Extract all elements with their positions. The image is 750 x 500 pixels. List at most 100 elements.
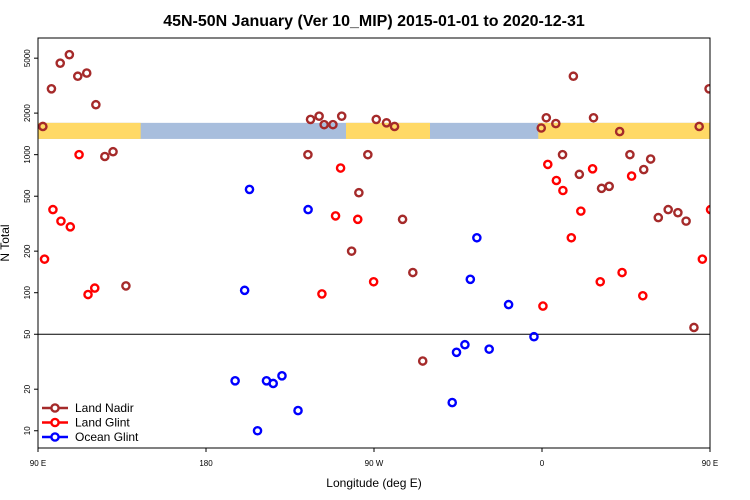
land-nadir-point-31 bbox=[588, 112, 599, 123]
land-nadir-point-22 bbox=[397, 214, 408, 225]
ocean-glint-point-13 bbox=[472, 232, 482, 243]
land-glint-point-4 bbox=[74, 149, 84, 160]
land-glint-point-1 bbox=[48, 204, 58, 215]
y-tick-label-3: 100 bbox=[23, 285, 32, 299]
land-nadir-point-0 bbox=[38, 121, 48, 132]
ocean-glint-point-2 bbox=[244, 184, 255, 195]
land-nadir-point-38 bbox=[653, 212, 664, 223]
y-tick-label-1: 20 bbox=[23, 384, 32, 393]
land-nadir-point-25 bbox=[536, 123, 547, 133]
land-nadir-point-32 bbox=[596, 183, 607, 194]
land-nadir-point-47 bbox=[730, 73, 737, 80]
land-nadir-point-30 bbox=[574, 169, 585, 180]
land-nadir-point-45 bbox=[713, 60, 720, 67]
land-glint-point-14 bbox=[551, 175, 562, 186]
ocean-glint-point-0 bbox=[230, 376, 240, 386]
land-glint-point-16 bbox=[566, 232, 577, 243]
land-nadir-point-4 bbox=[72, 71, 83, 82]
land-nadir-point-13 bbox=[319, 119, 329, 130]
land-glint-point-5 bbox=[83, 289, 93, 300]
land-nadir-point-29 bbox=[568, 71, 579, 82]
land-glint-point-27 bbox=[733, 151, 740, 158]
land-nadir-point-35 bbox=[625, 149, 635, 160]
legend-label-ocean-glint: Ocean Glint bbox=[75, 430, 139, 444]
y-tick-label-5: 500 bbox=[23, 189, 32, 203]
y-tick-label-2: 50 bbox=[23, 329, 32, 338]
land-glint-point-24 bbox=[705, 204, 710, 215]
land-nadir-point-21 bbox=[389, 121, 400, 132]
ocean-glint-point-1 bbox=[239, 285, 250, 296]
land-nadir-point-34 bbox=[614, 126, 625, 137]
ocean-glint-point-6 bbox=[277, 371, 287, 381]
land-nadir-point-42 bbox=[689, 322, 699, 333]
legend-marker-land-nadir bbox=[50, 403, 60, 413]
ocean-glint-point-12 bbox=[465, 274, 476, 285]
land-nadir-point-17 bbox=[354, 187, 364, 198]
ocean-glint-point-5 bbox=[268, 378, 279, 389]
land-glint-point-9 bbox=[335, 163, 346, 173]
land-band-segment-2 bbox=[538, 122, 710, 139]
land-nadir-point-27 bbox=[551, 118, 561, 129]
land-band-segment-1 bbox=[346, 122, 430, 139]
land-glint-point-28 bbox=[742, 291, 749, 298]
data-points bbox=[38, 49, 749, 436]
land-glint-point-17 bbox=[576, 206, 586, 216]
land-glint-point-22 bbox=[638, 290, 648, 301]
land-nadir-point-11 bbox=[305, 114, 316, 125]
y-tick-label-7: 2000 bbox=[23, 104, 32, 122]
land-nadir-point-43 bbox=[694, 121, 704, 132]
land-nadir-point-28 bbox=[557, 149, 568, 160]
ocean-glint-point-8 bbox=[303, 204, 313, 215]
land-glint-point-0 bbox=[39, 254, 50, 264]
land-nadir-point-15 bbox=[336, 111, 347, 121]
y-axis-ticks: 10 20 50 100 200 500 1000 2000 5000 bbox=[23, 49, 38, 435]
x-tick-label-0: 90 E bbox=[30, 459, 46, 468]
land-glint-point-12 bbox=[538, 301, 548, 311]
land-nadir-point-46 bbox=[722, 51, 729, 58]
x-axis-ticks: 90 E 180 90 W 0 90 E bbox=[30, 448, 718, 468]
land-nadir-point-24 bbox=[417, 356, 428, 366]
legend-label-land-glint: Land Glint bbox=[75, 416, 130, 430]
land-nadir-point-3 bbox=[64, 49, 75, 60]
ocean-glint-point-11 bbox=[460, 339, 470, 350]
land-nadir-point-14 bbox=[328, 119, 338, 130]
land-glint-point-11 bbox=[368, 276, 379, 287]
land-glint-point-23 bbox=[697, 254, 708, 264]
land-glint-point-3 bbox=[65, 222, 76, 232]
legend-marker-ocean-glint bbox=[50, 432, 60, 442]
land-nadir-point-40 bbox=[673, 207, 683, 218]
y-tick-label-6: 1000 bbox=[23, 145, 32, 163]
land-nadir-point-6 bbox=[91, 99, 101, 110]
ocean-glint-point-9 bbox=[447, 397, 458, 408]
x-tick-label-1: 180 bbox=[199, 459, 213, 468]
x-tick-label-3: 0 bbox=[540, 459, 545, 468]
ocean-glint-point-10 bbox=[451, 347, 462, 358]
ocean-glint-point-3 bbox=[252, 425, 263, 436]
land-nadir-point-26 bbox=[541, 112, 552, 123]
ocean-glint-point-15 bbox=[503, 299, 514, 310]
land-glint-point-13 bbox=[542, 159, 553, 170]
land-nadir-point-16 bbox=[346, 246, 357, 256]
land-nadir-point-9 bbox=[121, 281, 131, 291]
legend-label-land-nadir: Land Nadir bbox=[75, 401, 134, 415]
land-nadir-point-48 bbox=[739, 69, 746, 76]
land-nadir-point-10 bbox=[303, 149, 313, 160]
land-nadir-point-20 bbox=[381, 118, 392, 128]
land-nadir-point-1 bbox=[46, 83, 57, 94]
land-nadir-point-41 bbox=[681, 216, 691, 226]
land-nadir-point-36 bbox=[638, 164, 649, 175]
land-nadir-point-33 bbox=[604, 181, 615, 192]
land-glint-point-20 bbox=[617, 267, 627, 278]
land-band-segment-0 bbox=[38, 122, 141, 139]
legend-marker-land-glint bbox=[50, 417, 60, 428]
ocean-glint-point-16 bbox=[529, 331, 539, 342]
land-nadir-point-8 bbox=[108, 146, 118, 157]
land-nadir-point-5 bbox=[81, 68, 92, 78]
land-glint-point-7 bbox=[317, 289, 327, 299]
land-glint-point-19 bbox=[595, 276, 606, 287]
chart-title: 45N-50N January (Ver 10_MIP) 2015-01-01 … bbox=[163, 13, 585, 30]
land-nadir-point-12 bbox=[314, 111, 324, 121]
land-glint-point-2 bbox=[56, 216, 66, 226]
